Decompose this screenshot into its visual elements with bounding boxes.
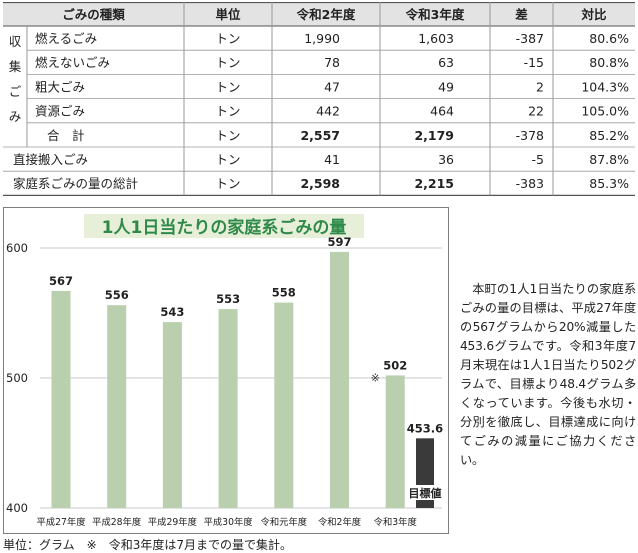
row-r2: 442 [316,104,340,119]
row-name: 粗大ごみ [35,79,85,94]
row-r3: 36 [438,152,454,167]
target-value-label: 453.6 [407,421,443,435]
x-tick-label: 令和3年度 [374,516,417,528]
x-tick-label: 平成28年度 [92,516,141,528]
bar-5 [274,302,294,508]
row-r3: 63 [438,55,454,70]
row-name: 燃えないごみ [35,55,110,70]
row-unit: トン [215,152,240,167]
partial-year-marker: ※ [371,371,380,384]
row-r2: 1,990 [304,31,340,46]
chart-footnote: 単位：グラム ※ 令和3年度は7月までの量で集計。 [3,538,292,552]
x-tick-label: 令和2年度 [318,516,361,528]
bar-value-label: 556 [105,288,129,302]
bar-7 [385,375,405,508]
row-r3: 2,179 [414,128,454,143]
row-diff: 22 [528,104,544,119]
table-header-2: 令和2年度 [296,7,356,22]
row-r3: 1,603 [418,31,454,46]
row-diff: 2 [536,79,544,94]
row-ratio: 80.8% [589,55,629,70]
table-header-4: 差 [514,7,528,22]
bar-value-label: 543 [160,305,184,319]
row-r2: 78 [324,55,340,70]
bar-4 [218,309,238,508]
bar-3 [162,322,182,508]
row-ratio: 87.8% [589,152,629,167]
bar-value-label: 597 [327,235,351,249]
bar-6 [330,251,349,508]
x-tick-label: 平成29年度 [148,516,197,528]
chart-title-bg [84,214,364,238]
bar-value-label: 502 [383,358,407,372]
row-diff: -383 [516,176,544,191]
x-tick-label: 平成30年度 [204,516,253,528]
bar-2 [107,305,127,508]
bar-value-label: 567 [49,274,73,288]
target-label-bg [405,485,445,500]
row-name: 燃えるごみ [35,31,97,46]
row-unit: トン [215,55,240,70]
bar-value-label: 553 [216,292,240,306]
y-tick-label: 600 [6,241,28,255]
row-r2: 2,557 [300,128,340,143]
group-label-char: み [9,109,22,124]
row-r2: 2,598 [300,176,340,191]
daily-waste-chart: 1人1日当たりの家庭系ごみの量 400 500 600 567 平成27年度 556 平成28… [3,207,449,534]
group-label-char: 集 [9,59,22,74]
row-diff: -378 [516,128,544,143]
row-ratio: 80.6% [589,31,629,46]
group-label-char: ご [9,84,22,99]
row-diff: -5 [532,152,544,167]
row-r3: 2,215 [414,176,454,191]
table-header-3: 令和3年度 [405,7,465,22]
row-ratio: 105.0% [581,104,629,119]
row-unit: トン [215,79,240,94]
row-ratio: 104.3% [581,79,629,94]
row-unit: トン [215,31,240,46]
chart-title: 1人1日当たりの家庭系ごみの量 [102,217,347,238]
row-r2: 47 [324,79,340,94]
row-unit: トン [215,128,240,143]
x-tick-label: 平成27年度 [36,516,85,528]
row-name: 直接搬入ごみ [13,152,88,167]
row-unit: トン [215,104,240,119]
table-header-1: 単位 [215,7,241,22]
row-diff: -387 [516,31,544,46]
y-tick-label: 500 [6,371,28,385]
explanation-text: 本町の1人1日当たりの家庭系ごみの量の目標は、平成27年度の567グラムから20… [460,282,636,467]
row-name: 資源ごみ [35,104,85,119]
row-r2: 41 [324,152,340,167]
table-header-5: 対比 [580,7,607,22]
bar-1 [51,290,71,508]
row-name: 合 計 [47,128,85,143]
waste-table: ごみの種類 単位 令和2年度 令和3年度差対比収集ごみ燃えるごみ トン 1,990 1,60… [3,2,635,197]
row-ratio: 85.2% [589,128,629,143]
table-header-bg [3,2,635,26]
row-r3: 49 [438,79,454,94]
table-header-0: ごみの種類 [62,7,125,22]
group-label-char: 収 [9,34,22,49]
y-tick-label: 400 [6,501,28,515]
row-ratio: 85.3% [589,176,629,191]
target-label: 目標値 [409,486,442,500]
row-unit: トン [215,176,240,191]
row-name: 家庭系ごみの量の総計 [13,176,138,191]
bar-value-label: 558 [272,286,296,300]
row-r3: 464 [430,104,454,119]
row-diff: -15 [524,55,544,70]
x-tick-label: 令和元年度 [261,516,308,528]
